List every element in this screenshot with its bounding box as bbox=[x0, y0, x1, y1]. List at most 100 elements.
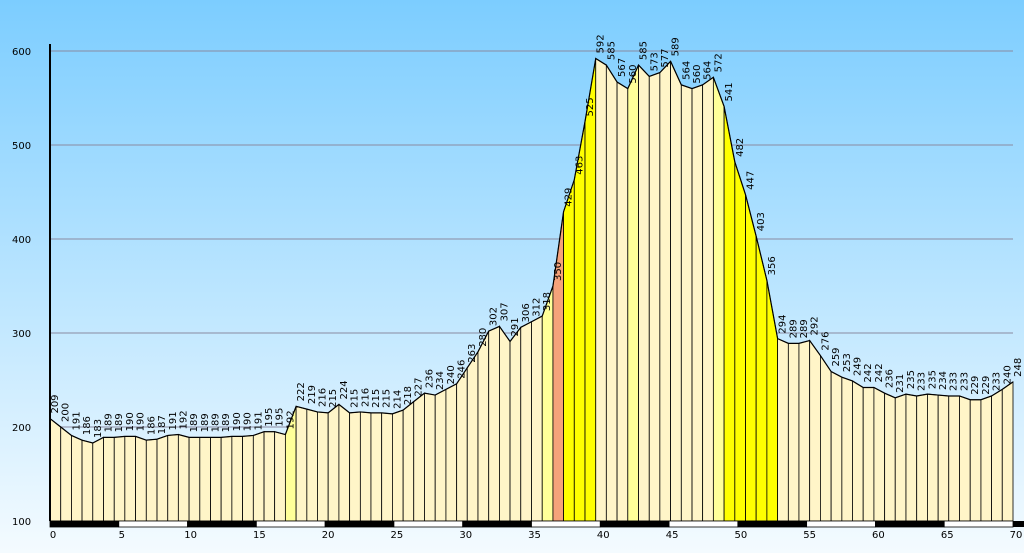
value-label: 189 bbox=[221, 413, 232, 432]
value-label: 263 bbox=[467, 344, 478, 363]
value-label: 191 bbox=[253, 411, 264, 430]
value-label: 242 bbox=[874, 363, 885, 382]
value-label: 189 bbox=[114, 413, 125, 432]
segment-column bbox=[541, 285, 554, 522]
segment-column bbox=[156, 434, 169, 522]
value-label: 186 bbox=[146, 416, 157, 435]
value-label: 350 bbox=[553, 262, 564, 281]
x-tick-label: 30 bbox=[459, 530, 472, 541]
value-label: 403 bbox=[756, 212, 767, 231]
value-label: 560 bbox=[628, 65, 639, 84]
value-label: 215 bbox=[382, 389, 393, 408]
segment-column bbox=[124, 435, 136, 522]
segment-column bbox=[712, 77, 725, 522]
value-label: 189 bbox=[211, 413, 222, 432]
axis-band bbox=[255, 520, 326, 528]
value-label: 191 bbox=[168, 411, 179, 430]
profile-line bbox=[49, 57, 1014, 444]
segment-column bbox=[81, 439, 94, 522]
value-label: 215 bbox=[371, 389, 382, 408]
y-tick-label: 600 bbox=[12, 47, 31, 58]
value-label: 229 bbox=[970, 376, 981, 395]
segment-column bbox=[199, 436, 211, 522]
segment-column bbox=[92, 436, 104, 522]
segment-column bbox=[745, 194, 757, 522]
value-label: 191 bbox=[71, 411, 82, 430]
value-label: 276 bbox=[820, 331, 831, 350]
value-label: 573 bbox=[649, 52, 660, 71]
y-tick-label: 300 bbox=[12, 329, 31, 340]
value-label: 190 bbox=[125, 412, 136, 431]
value-label: 259 bbox=[831, 347, 842, 366]
value-label: 463 bbox=[574, 156, 585, 175]
segment-column bbox=[670, 61, 682, 522]
segment-column bbox=[370, 412, 383, 522]
segment-column bbox=[991, 388, 1003, 522]
value-label: 289 bbox=[799, 319, 810, 338]
segment-column bbox=[927, 393, 939, 522]
y-tick-label: 500 bbox=[12, 141, 31, 152]
segment-column bbox=[220, 435, 233, 522]
axis-band bbox=[118, 520, 188, 528]
value-label: 216 bbox=[360, 388, 371, 407]
segment-column bbox=[424, 392, 436, 522]
segment-column bbox=[488, 325, 500, 522]
value-label: 200 bbox=[61, 403, 72, 422]
segment-column bbox=[894, 393, 907, 522]
value-label: 292 bbox=[810, 316, 821, 335]
segment-column bbox=[638, 64, 650, 522]
segment-column bbox=[466, 350, 479, 522]
segment-column bbox=[680, 84, 693, 522]
value-label: 564 bbox=[703, 61, 714, 80]
segment-column bbox=[616, 81, 629, 522]
segment-column bbox=[520, 321, 532, 522]
value-label: 227 bbox=[414, 378, 425, 397]
x-tick-label: 65 bbox=[941, 530, 954, 541]
value-label: 233 bbox=[959, 372, 970, 391]
y-tick-label: 100 bbox=[12, 517, 31, 528]
value-label: 233 bbox=[992, 372, 1003, 391]
segment-column bbox=[1001, 381, 1014, 522]
x-tick-label: 50 bbox=[734, 530, 747, 541]
value-label: 233 bbox=[917, 372, 928, 391]
value-label: 209 bbox=[50, 394, 61, 413]
value-label: 302 bbox=[489, 307, 500, 326]
value-label: 560 bbox=[692, 65, 703, 84]
value-label: 218 bbox=[403, 386, 414, 405]
segment-column bbox=[71, 434, 83, 522]
value-label: 187 bbox=[157, 415, 168, 434]
segment-column bbox=[49, 417, 62, 522]
axis-band bbox=[393, 520, 464, 528]
value-label: 219 bbox=[307, 385, 318, 404]
segment-column bbox=[306, 408, 318, 522]
segment-column bbox=[777, 338, 789, 522]
segment-column bbox=[177, 434, 190, 522]
value-label: 236 bbox=[424, 369, 435, 388]
segment-column bbox=[317, 411, 329, 522]
value-label: 525 bbox=[585, 97, 596, 116]
value-label: 429 bbox=[564, 188, 575, 207]
segment-column bbox=[295, 405, 308, 522]
x-tick-label: 0 bbox=[50, 530, 56, 541]
value-label: 447 bbox=[746, 171, 757, 190]
segment-column bbox=[755, 236, 768, 522]
segment-column bbox=[691, 84, 704, 522]
segment-column bbox=[648, 72, 661, 522]
segment-column bbox=[231, 435, 244, 522]
segment-column bbox=[327, 403, 340, 522]
segment-column bbox=[852, 380, 864, 522]
value-label: 190 bbox=[136, 412, 147, 431]
x-tick-label: 15 bbox=[253, 530, 266, 541]
value-label: 214 bbox=[392, 390, 403, 409]
segment-column bbox=[937, 394, 950, 522]
segment-column bbox=[980, 395, 992, 522]
x-tick-label: 5 bbox=[119, 530, 125, 541]
value-label: 589 bbox=[671, 37, 682, 56]
value-label: 592 bbox=[596, 34, 607, 53]
segment-column bbox=[820, 354, 832, 522]
x-tick-label: 40 bbox=[597, 530, 610, 541]
segment-column bbox=[573, 121, 586, 522]
value-label: 233 bbox=[949, 372, 960, 391]
